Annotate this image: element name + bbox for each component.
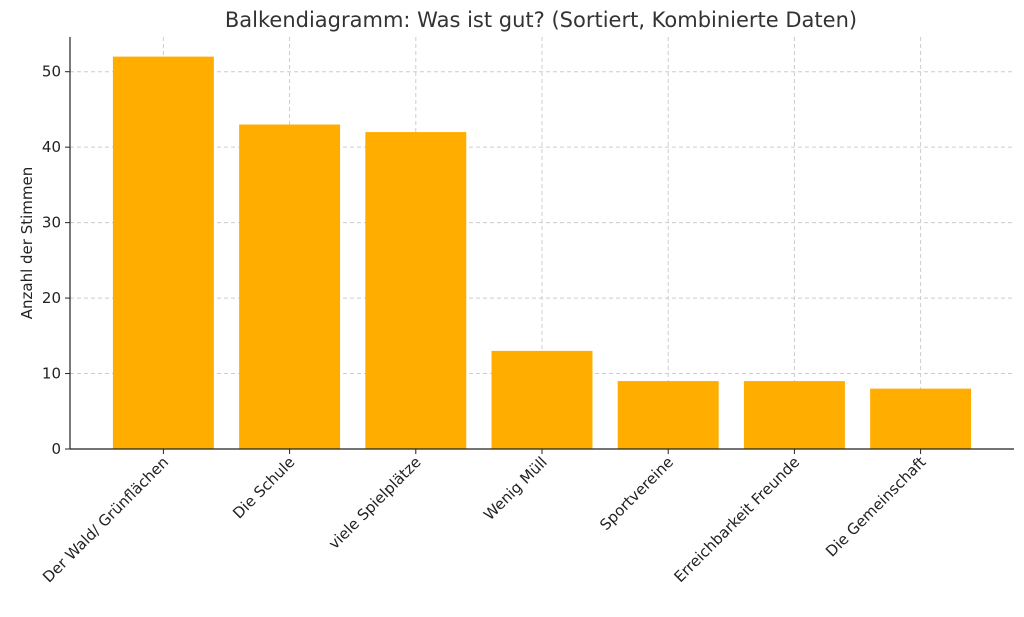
x-tick-label: Die Schule: [229, 453, 298, 522]
bar: [112, 56, 214, 449]
y-tick-label: 20: [42, 289, 61, 307]
bar: [239, 124, 341, 450]
y-tick-label: 0: [51, 440, 61, 458]
bar: [617, 381, 719, 449]
x-tick-label: Erreichbarkeit Freunde: [670, 453, 803, 586]
y-axis-label: Anzahl der Stimmen: [18, 167, 36, 320]
y-tick-label: 40: [42, 138, 61, 156]
y-tick-label: 50: [42, 63, 61, 81]
x-tick-label: Sportvereine: [596, 453, 677, 534]
bar: [870, 388, 972, 449]
x-tick-label: Die Gemeinschaft: [822, 453, 929, 560]
bar: [365, 132, 467, 450]
x-tick-label: Der Wald/ Grünflächen: [39, 453, 172, 586]
y-tick-label: 30: [42, 214, 61, 232]
bar: [743, 381, 845, 449]
x-tick-label: viele Spielplätze: [325, 453, 425, 553]
chart-title: Balkendiagramm: Was ist gut? (Sortiert, …: [225, 8, 857, 32]
y-tick-label: 10: [42, 365, 61, 383]
bar: [491, 350, 593, 449]
x-tick-label: Wenig Müll: [480, 453, 551, 524]
